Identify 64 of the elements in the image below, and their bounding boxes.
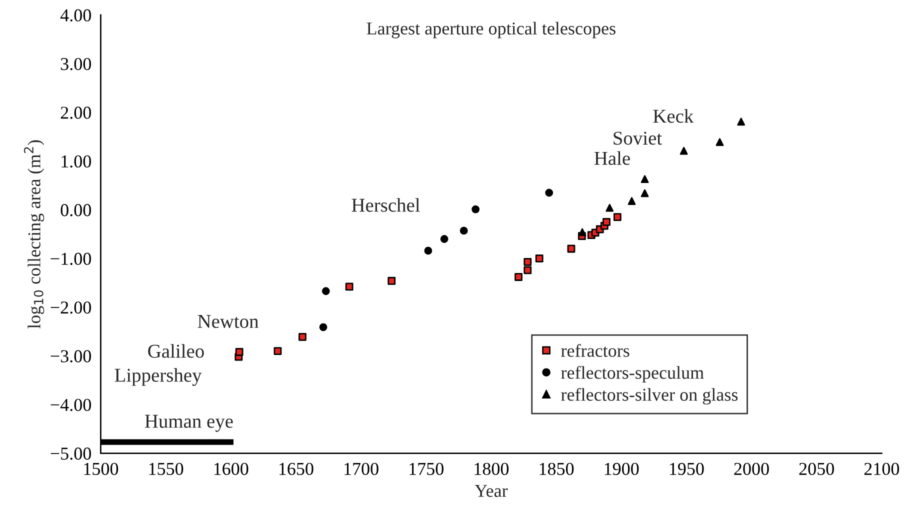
x-tick-label: 2050 bbox=[799, 462, 834, 476]
point bbox=[424, 246, 432, 255]
legend-label: reflectors-silver on glass bbox=[561, 388, 738, 405]
point bbox=[606, 204, 614, 212]
annotation: Keck bbox=[653, 109, 694, 123]
y-tick-label: −4.00 bbox=[50, 398, 91, 412]
annotation: Hale bbox=[594, 151, 630, 165]
point bbox=[680, 146, 688, 155]
annotation: Herschel bbox=[352, 198, 420, 212]
point bbox=[613, 213, 622, 222]
legend-label: reflectors-speculum bbox=[561, 366, 704, 383]
x-tick-label: 1650 bbox=[279, 462, 314, 476]
annotation: Soviet bbox=[614, 132, 662, 145]
point bbox=[514, 273, 522, 281]
annotation: Human eye bbox=[144, 414, 233, 432]
point bbox=[545, 188, 554, 197]
x-tick-label: 1500 bbox=[84, 462, 118, 476]
point bbox=[737, 118, 746, 126]
y-tick-label: 4.00 bbox=[60, 9, 91, 22]
chart-title: Largest aperture optical telescopes bbox=[366, 22, 616, 38]
point bbox=[274, 347, 282, 355]
point bbox=[716, 138, 724, 146]
x-tick-label: 1750 bbox=[410, 462, 444, 476]
x-axis-title: Year bbox=[474, 484, 508, 497]
point bbox=[322, 287, 330, 296]
point bbox=[319, 323, 328, 332]
y-tick-label: −2.00 bbox=[50, 301, 91, 314]
x-tick-label: 1900 bbox=[604, 462, 639, 476]
annotation: Galileo bbox=[148, 344, 204, 358]
point bbox=[640, 189, 649, 198]
point bbox=[472, 205, 480, 214]
point bbox=[524, 266, 532, 274]
annotation: Lippershey bbox=[114, 368, 202, 386]
point bbox=[524, 258, 532, 266]
y-tick-label: 1.00 bbox=[62, 155, 91, 168]
point bbox=[578, 228, 586, 236]
point bbox=[628, 197, 636, 205]
x-tick-label: 1950 bbox=[670, 462, 704, 476]
point bbox=[460, 226, 468, 235]
point bbox=[567, 244, 576, 253]
point bbox=[535, 254, 544, 262]
legend-label: refractors bbox=[561, 344, 630, 357]
x-tick-label: 1600 bbox=[214, 462, 248, 476]
x-tick-label: 1800 bbox=[474, 462, 509, 476]
point bbox=[235, 348, 244, 356]
x-tick-label: 1700 bbox=[344, 462, 378, 476]
point bbox=[602, 218, 610, 226]
x-tick-label: 2100 bbox=[864, 462, 900, 476]
x-tick-label: 1550 bbox=[149, 462, 184, 476]
x-tick-label: 2000 bbox=[734, 462, 769, 476]
y-tick-label: 2.00 bbox=[60, 106, 91, 119]
y-axis-title: log$_{10}$ collecting area (m$^{2}$) bbox=[24, 140, 44, 328]
y-tick-label: −1.00 bbox=[50, 252, 91, 266]
y-tick-label: 0.00 bbox=[60, 204, 91, 216]
x-tick-label: 1850 bbox=[540, 462, 574, 476]
y-tick-label: −5.00 bbox=[50, 448, 91, 460]
y-tick-label: 3.00 bbox=[60, 58, 91, 70]
point bbox=[440, 235, 448, 243]
point bbox=[640, 175, 649, 184]
point bbox=[345, 282, 354, 291]
point bbox=[388, 276, 396, 285]
point bbox=[298, 332, 306, 341]
annotation: Newton bbox=[198, 315, 258, 328]
y-tick-label: −3.00 bbox=[50, 350, 91, 362]
